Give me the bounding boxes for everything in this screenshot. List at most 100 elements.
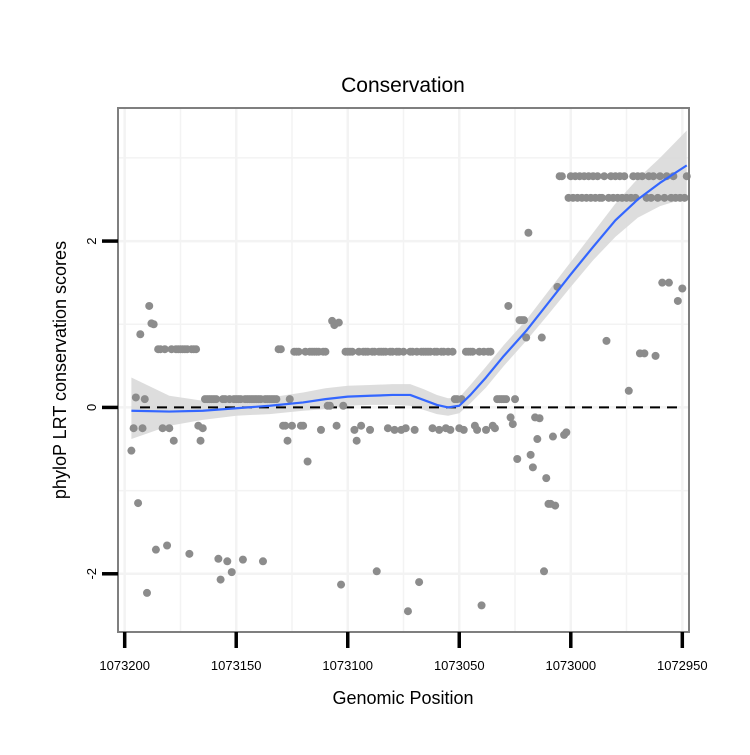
data-point	[383, 424, 392, 433]
data-point	[223, 557, 232, 566]
data-point	[658, 278, 667, 287]
data-point	[459, 425, 468, 434]
data-point	[473, 425, 482, 434]
data-point	[524, 228, 533, 237]
data-point	[283, 436, 292, 445]
y-tick-label: -2	[84, 568, 99, 580]
data-point	[390, 425, 399, 434]
data-point	[593, 172, 602, 181]
data-point	[136, 330, 145, 339]
data-point	[214, 554, 223, 563]
data-point	[339, 401, 348, 410]
data-point	[653, 193, 662, 202]
data-point	[169, 436, 178, 445]
x-axis-title: Genomic Position	[332, 688, 473, 708]
data-point	[656, 172, 665, 181]
y-tick-label: 2	[84, 237, 99, 244]
data-point	[158, 424, 167, 433]
confidence-ribbon-layer	[131, 130, 687, 440]
data-point	[303, 457, 312, 466]
data-point	[334, 318, 343, 327]
panel-border	[117, 107, 690, 633]
data-point	[151, 545, 160, 554]
x-tick-label: 1072950	[657, 658, 708, 673]
data-point	[281, 421, 290, 430]
data-point	[435, 425, 444, 434]
smooth-fit-line	[131, 164, 688, 413]
data-point	[192, 345, 201, 354]
data-point	[551, 501, 560, 510]
data-point	[287, 421, 296, 430]
data-point	[640, 349, 649, 358]
data-point	[513, 454, 522, 463]
y-axis-title: phyloP LRT conservation scores	[50, 241, 70, 499]
data-point	[415, 578, 424, 587]
data-point	[664, 278, 673, 287]
data-point	[598, 193, 607, 202]
data-point	[131, 393, 140, 402]
data-point	[212, 395, 221, 404]
data-point	[651, 351, 660, 360]
data-point	[638, 172, 647, 181]
data-point	[680, 193, 689, 202]
chart-title: Conservation	[341, 74, 465, 97]
data-point	[504, 301, 513, 310]
data-point	[502, 395, 511, 404]
data-point	[185, 549, 194, 558]
data-point	[602, 336, 611, 345]
data-point	[285, 395, 294, 404]
data-point	[227, 568, 236, 577]
data-point	[528, 463, 537, 472]
data-point	[366, 425, 375, 434]
data-point	[350, 425, 359, 434]
data-point	[548, 432, 557, 441]
data-point	[372, 567, 381, 576]
y-tick-label: 0	[84, 404, 99, 411]
x-tick-label: 1073000	[545, 658, 596, 673]
data-point	[238, 555, 247, 564]
smooth-line-layer	[131, 164, 688, 413]
data-point	[196, 436, 205, 445]
data-point	[403, 607, 412, 616]
x-tick-label: 1073100	[322, 658, 373, 673]
x-tick-label: 1073050	[434, 658, 485, 673]
data-point	[511, 395, 520, 404]
data-point	[149, 320, 158, 329]
data-point	[332, 421, 341, 430]
data-point	[410, 425, 419, 434]
data-point	[446, 425, 455, 434]
x-tick-label: 1073200	[99, 658, 150, 673]
data-point	[562, 428, 571, 437]
data-point	[468, 347, 477, 356]
data-point	[620, 172, 629, 181]
data-point	[647, 193, 656, 202]
data-point	[321, 347, 330, 356]
data-point	[299, 421, 308, 430]
data-point	[477, 601, 486, 610]
data-point	[533, 435, 542, 444]
data-point	[557, 172, 566, 181]
data-point	[508, 420, 517, 429]
data-point	[127, 446, 136, 455]
data-point	[522, 333, 531, 342]
data-point	[649, 172, 658, 181]
data-point	[401, 424, 410, 433]
data-point	[600, 172, 609, 181]
x-tick-label: 1073150	[211, 658, 262, 673]
data-point	[140, 395, 149, 404]
data-point	[316, 425, 325, 434]
data-point	[537, 333, 546, 342]
data-point	[348, 347, 357, 356]
data-point	[482, 425, 491, 434]
data-point	[542, 474, 551, 483]
data-point	[294, 347, 303, 356]
data-point	[138, 424, 147, 433]
data-point	[145, 301, 154, 310]
data-point	[134, 499, 143, 508]
data-point	[506, 413, 515, 422]
data-point	[337, 580, 346, 589]
data-points-layer	[127, 172, 691, 616]
data-point	[198, 424, 207, 433]
